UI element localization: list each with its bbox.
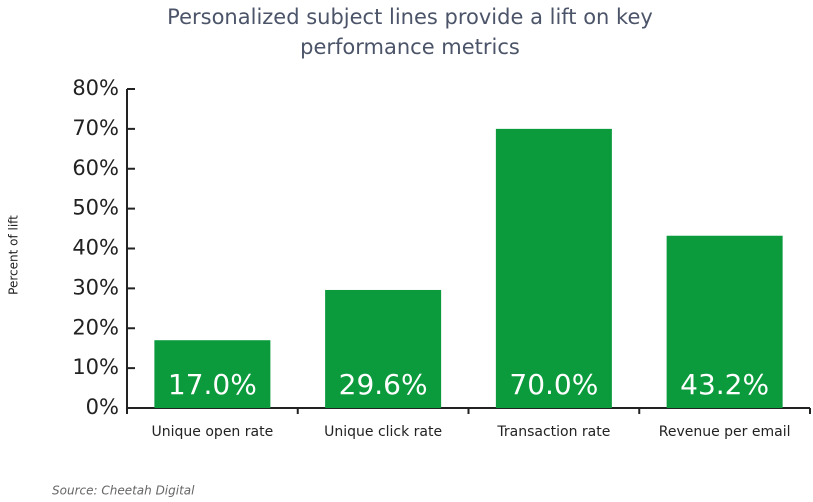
source: Source: Cheetah Digital (52, 484, 195, 498)
x-tick-label: Revenue per email (659, 424, 791, 440)
chart-title: Personalized subject lines provide a lif… (167, 5, 653, 59)
bar (495, 128, 612, 408)
y-tick-label: 10% (72, 355, 119, 379)
x-tick-label: Unique click rate (324, 424, 442, 440)
x-tick-label: Transaction rate (496, 424, 610, 440)
y-tick-label: 60% (72, 156, 119, 180)
y-axis-label: Percent of lift (7, 215, 21, 295)
y-tick-label: 30% (72, 275, 119, 299)
y-tick-label: 20% (72, 315, 119, 339)
y-tick-label: 50% (72, 196, 119, 220)
bar (666, 235, 783, 408)
bar (325, 289, 442, 408)
value-label: 43.2% (680, 368, 769, 401)
y-tick-label: 80% (72, 76, 119, 100)
bar (154, 340, 271, 408)
y-tick-label: 40% (72, 236, 119, 260)
y-tick-label: 70% (72, 116, 119, 140)
value-label: 29.6% (339, 368, 428, 401)
value-label: 70.0% (509, 368, 598, 401)
value-label: 17.0% (168, 368, 257, 401)
y-tick-label: 0% (86, 395, 119, 419)
x-tick-label: Unique open rate (152, 424, 274, 440)
